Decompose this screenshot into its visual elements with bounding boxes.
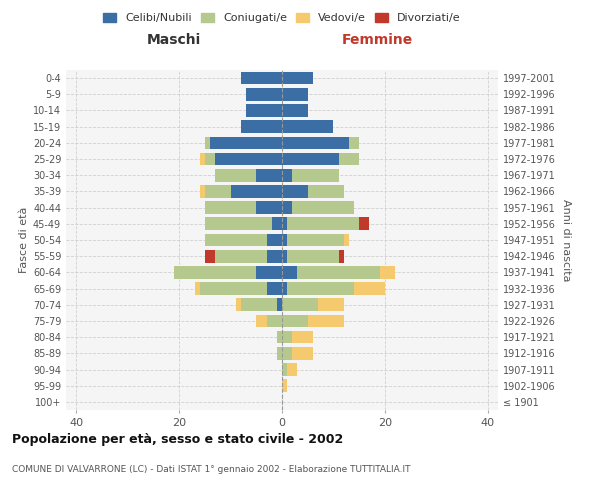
Bar bbox=[292, 202, 354, 214]
Bar bbox=[256, 202, 282, 214]
Bar bbox=[266, 250, 282, 262]
Bar bbox=[287, 218, 359, 230]
Bar bbox=[282, 331, 292, 344]
Bar bbox=[282, 250, 287, 262]
Bar bbox=[282, 169, 292, 181]
Bar bbox=[380, 266, 395, 278]
Bar bbox=[282, 314, 308, 328]
Bar bbox=[282, 88, 308, 101]
Y-axis label: Fasce di età: Fasce di età bbox=[19, 207, 29, 273]
Bar bbox=[282, 218, 287, 230]
Bar bbox=[282, 298, 318, 311]
Bar bbox=[266, 282, 282, 295]
Text: Maschi: Maschi bbox=[147, 34, 201, 48]
Bar bbox=[359, 218, 370, 230]
Bar bbox=[318, 298, 344, 311]
Bar bbox=[200, 152, 205, 166]
Bar bbox=[282, 136, 349, 149]
Bar bbox=[308, 314, 344, 328]
Bar bbox=[266, 314, 282, 328]
Bar bbox=[282, 202, 292, 214]
Bar bbox=[282, 185, 308, 198]
Legend: Celibi/Nubili, Coniugati/e, Vedovi/e, Divorziati/e: Celibi/Nubili, Coniugati/e, Vedovi/e, Di… bbox=[99, 8, 465, 28]
Bar bbox=[205, 136, 210, 149]
Bar bbox=[287, 282, 354, 295]
Bar bbox=[277, 331, 282, 344]
Bar bbox=[287, 234, 344, 246]
Bar bbox=[349, 136, 359, 149]
Bar bbox=[282, 152, 338, 166]
Bar bbox=[282, 234, 287, 246]
Bar bbox=[308, 185, 344, 198]
Bar bbox=[246, 88, 282, 101]
Bar bbox=[215, 169, 256, 181]
Bar bbox=[277, 298, 282, 311]
Bar bbox=[282, 282, 287, 295]
Bar bbox=[272, 218, 282, 230]
Bar bbox=[287, 363, 298, 376]
Bar bbox=[282, 347, 292, 360]
Bar bbox=[215, 250, 266, 262]
Bar bbox=[287, 250, 338, 262]
Bar bbox=[282, 120, 334, 133]
Bar bbox=[236, 298, 241, 311]
Bar bbox=[210, 136, 282, 149]
Bar bbox=[215, 152, 282, 166]
Bar bbox=[338, 250, 344, 262]
Bar bbox=[205, 234, 266, 246]
Bar bbox=[338, 152, 359, 166]
Bar bbox=[205, 202, 256, 214]
Text: Femmine: Femmine bbox=[341, 34, 413, 48]
Bar bbox=[354, 282, 385, 295]
Bar bbox=[292, 331, 313, 344]
Bar bbox=[282, 72, 313, 85]
Bar bbox=[256, 266, 282, 278]
Bar bbox=[282, 363, 287, 376]
Bar bbox=[282, 104, 308, 117]
Bar bbox=[241, 120, 282, 133]
Bar bbox=[230, 185, 282, 198]
Bar bbox=[174, 266, 256, 278]
Text: COMUNE DI VALVARRONE (LC) - Dati ISTAT 1° gennaio 2002 - Elaborazione TUTTITALIA: COMUNE DI VALVARRONE (LC) - Dati ISTAT 1… bbox=[12, 466, 410, 474]
Bar bbox=[256, 314, 266, 328]
Bar bbox=[277, 347, 282, 360]
Bar bbox=[298, 266, 380, 278]
Bar bbox=[200, 282, 266, 295]
Bar bbox=[292, 169, 338, 181]
Bar bbox=[292, 347, 313, 360]
Bar bbox=[205, 250, 215, 262]
Bar bbox=[241, 298, 277, 311]
Bar bbox=[266, 234, 282, 246]
Bar bbox=[205, 218, 272, 230]
Bar bbox=[256, 169, 282, 181]
Bar bbox=[282, 266, 298, 278]
Bar bbox=[282, 380, 287, 392]
Bar bbox=[200, 185, 205, 198]
Bar bbox=[205, 185, 230, 198]
Bar bbox=[241, 72, 282, 85]
Bar bbox=[194, 282, 200, 295]
Y-axis label: Anni di nascita: Anni di nascita bbox=[561, 198, 571, 281]
Text: Popolazione per età, sesso e stato civile - 2002: Popolazione per età, sesso e stato civil… bbox=[12, 432, 343, 446]
Bar bbox=[246, 104, 282, 117]
Bar bbox=[205, 152, 215, 166]
Bar bbox=[344, 234, 349, 246]
